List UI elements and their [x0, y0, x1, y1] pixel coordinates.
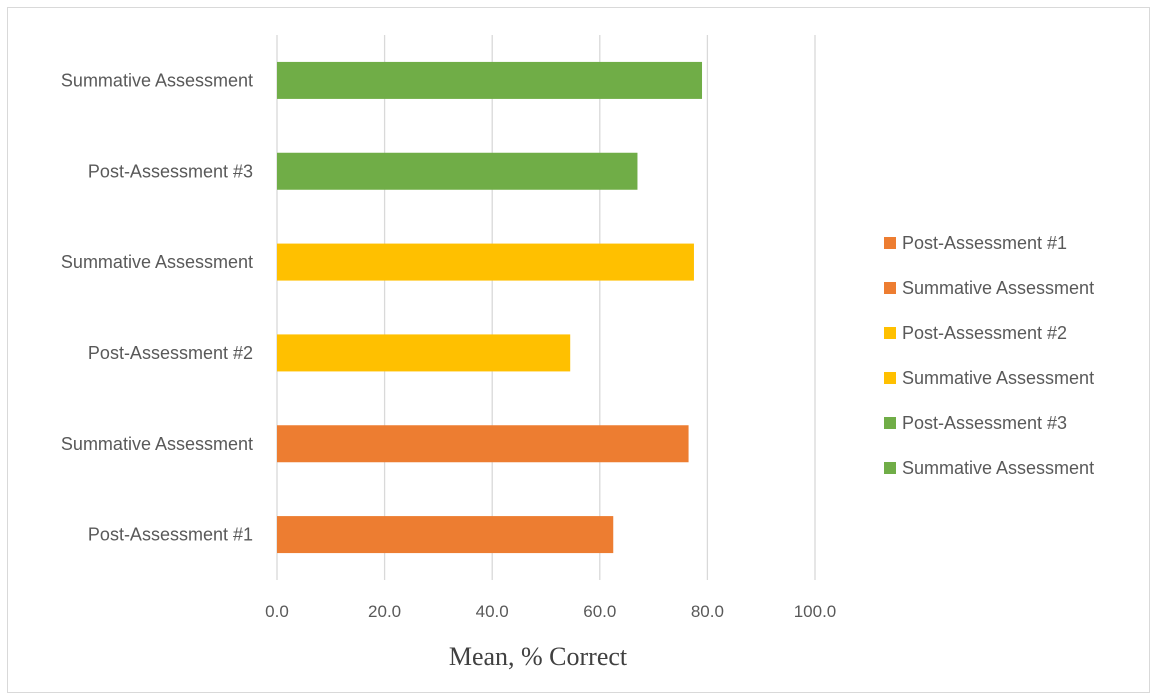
category-label: Post-Assessment #1: [88, 525, 253, 545]
x-tick-label: 40.0: [476, 602, 509, 621]
x-tick-label: 100.0: [794, 602, 837, 621]
x-tick-label: 60.0: [583, 602, 616, 621]
category-label: Summative Assessment: [61, 70, 253, 90]
gridlines: [276, 35, 816, 580]
bar: [277, 425, 689, 463]
bar: [277, 152, 638, 190]
bar: [277, 243, 694, 281]
legend-label: Post-Assessment #2: [902, 323, 1067, 343]
legend-label: Summative Assessment: [902, 368, 1094, 388]
x-tick-label: 80.0: [691, 602, 724, 621]
legend-label: Post-Assessment #1: [902, 233, 1067, 253]
legend-label: Summative Assessment: [902, 458, 1094, 478]
legend-label: Post-Assessment #3: [902, 413, 1067, 433]
category-label: Summative Assessment: [61, 434, 253, 454]
bar: [277, 334, 571, 372]
bars: [277, 61, 703, 554]
legend-swatch: [884, 237, 896, 249]
x-tick-label: 20.0: [368, 602, 401, 621]
x-tick-label: 0.0: [265, 602, 289, 621]
bar: [277, 516, 614, 554]
category-label: Post-Assessment #2: [88, 343, 253, 363]
category-label: Post-Assessment #3: [88, 161, 253, 181]
x-axis-title: Mean, % Correct: [449, 642, 628, 671]
legend-swatch: [884, 417, 896, 429]
legend: Post-Assessment #1 Summative Assessment Po…: [884, 233, 1094, 478]
category-labels: Post-Assessment #1 Summative Assessment Po…: [61, 70, 253, 544]
legend-label: Summative Assessment: [902, 278, 1094, 298]
legend-swatch: [884, 372, 896, 384]
legend-swatch: [884, 282, 896, 294]
category-label: Summative Assessment: [61, 252, 253, 272]
x-tick-labels: 0.0 20.0 40.0 60.0 80.0 100.0: [265, 602, 836, 621]
chart-frame: [7, 7, 1150, 693]
bar: [277, 61, 703, 99]
legend-swatch: [884, 327, 896, 339]
legend-swatch: [884, 462, 896, 474]
